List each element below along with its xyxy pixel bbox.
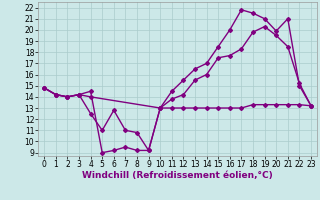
X-axis label: Windchill (Refroidissement éolien,°C): Windchill (Refroidissement éolien,°C): [82, 171, 273, 180]
